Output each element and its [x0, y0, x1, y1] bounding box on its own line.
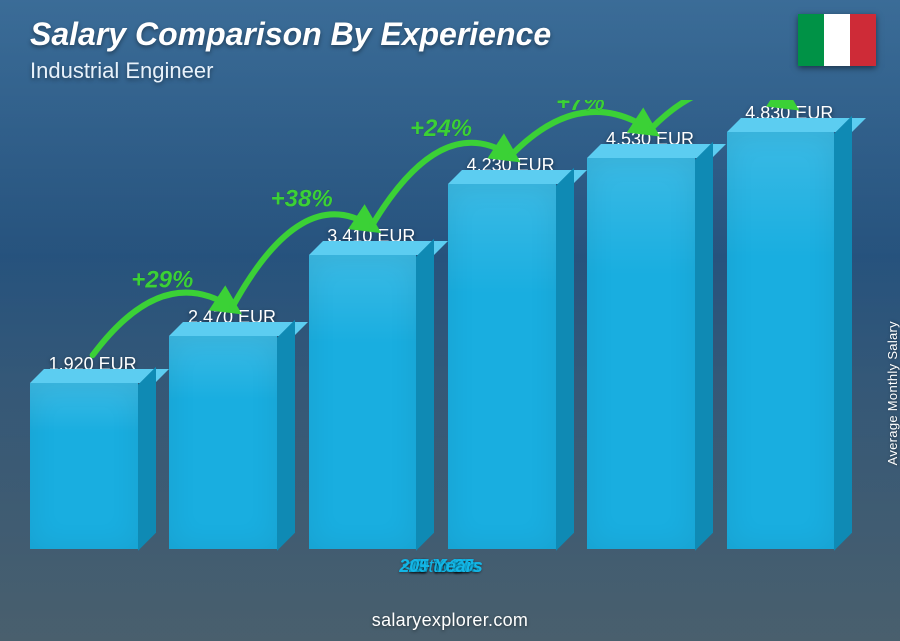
bar-side-face	[556, 168, 574, 551]
bar-side-face	[416, 239, 434, 551]
bar-shape	[587, 158, 712, 549]
bar-shape	[30, 383, 155, 549]
bar-front-face	[448, 184, 556, 549]
bar-front-face	[309, 255, 417, 549]
bar-label: 20+ Years	[30, 556, 852, 577]
bar-container: 1,920 EUR < 2 Years 2,470 EUR 2 to 5 3,4…	[30, 100, 852, 549]
bar-side-face	[138, 367, 156, 550]
bar-front-face	[587, 158, 695, 549]
flag-stripe-1	[798, 14, 824, 66]
flag-stripe-3	[850, 14, 876, 66]
bar-shape	[727, 132, 852, 549]
bar-5: 4,830 EUR 20+ Years	[727, 103, 852, 549]
bar-front-face	[727, 132, 835, 549]
bar-shape	[448, 184, 573, 549]
bar-0: 1,920 EUR < 2 Years	[30, 354, 155, 549]
flag-stripe-2	[824, 14, 850, 66]
country-flag-italy	[798, 14, 876, 66]
bar-3: 4,230 EUR 10 to 15	[448, 155, 573, 549]
bar-1: 2,470 EUR 2 to 5	[169, 307, 294, 549]
bar-front-face	[169, 336, 277, 549]
y-axis-label: Average Monthly Salary	[885, 321, 900, 465]
chart-subtitle: Industrial Engineer	[30, 58, 213, 84]
chart-title: Salary Comparison By Experience	[30, 16, 551, 53]
bar-front-face	[30, 383, 138, 549]
bar-shape	[169, 336, 294, 549]
bar-shape	[309, 255, 434, 549]
infographic-stage: Salary Comparison By Experience Industri…	[0, 0, 900, 641]
bar-4: 4,530 EUR 15 to 20	[587, 129, 712, 549]
bar-2: 3,410 EUR 5 to 10	[309, 226, 434, 549]
bar-side-face	[834, 116, 852, 551]
bar-chart: 1,920 EUR < 2 Years 2,470 EUR 2 to 5 3,4…	[30, 100, 852, 577]
footer-watermark: salaryexplorer.com	[0, 610, 900, 631]
bar-side-face	[277, 320, 295, 551]
bar-side-face	[695, 142, 713, 551]
